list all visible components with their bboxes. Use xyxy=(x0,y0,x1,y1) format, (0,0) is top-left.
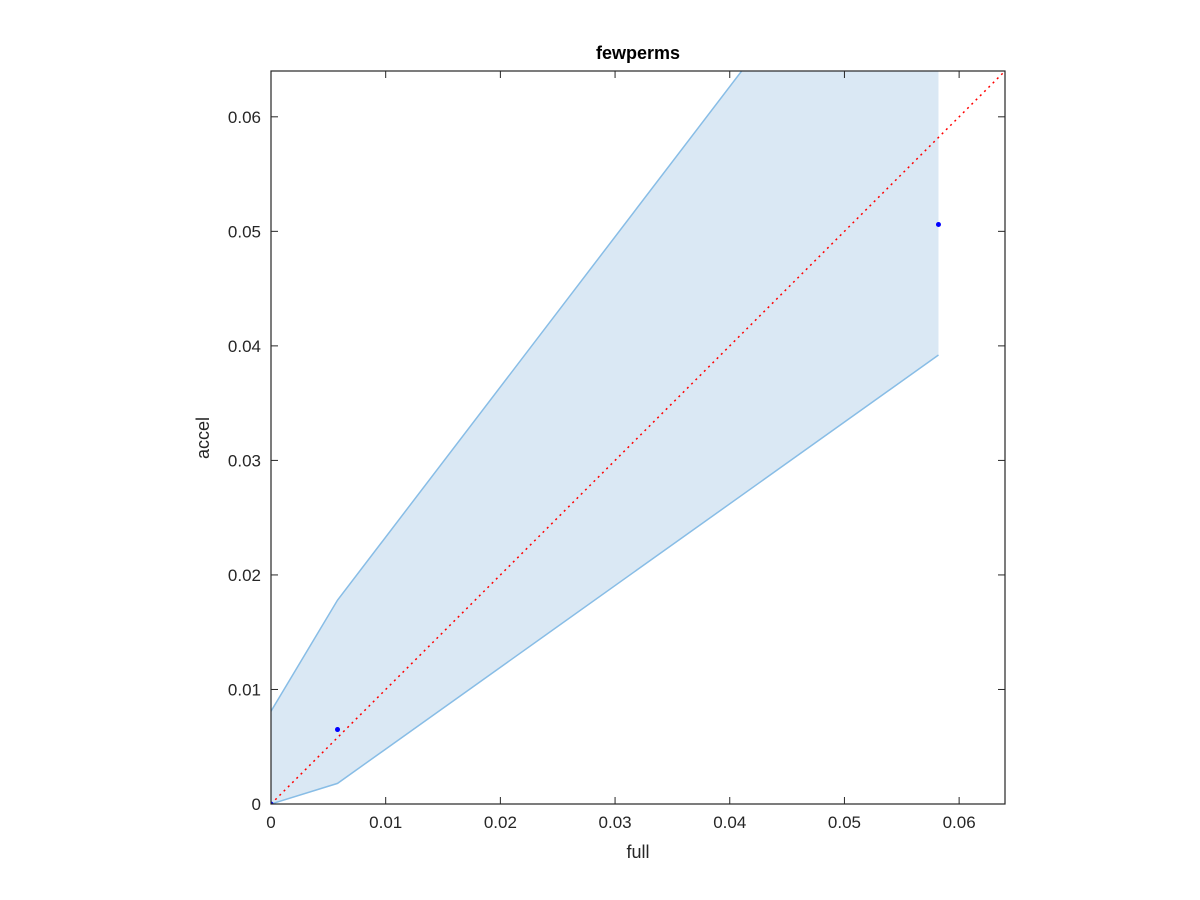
y-tick-label: 0.02 xyxy=(228,566,261,585)
data-point xyxy=(935,221,941,227)
x-tick-label: 0.02 xyxy=(484,813,517,832)
x-tick-label: 0 xyxy=(266,813,275,832)
chart-title: fewperms xyxy=(596,43,680,63)
y-tick-label: 0 xyxy=(252,795,261,814)
confidence-band-fill xyxy=(271,71,939,804)
y-tick-label: 0.04 xyxy=(228,337,261,356)
confidence-band-upper-edge xyxy=(271,71,743,712)
x-tick-label: 0.06 xyxy=(943,813,976,832)
y-axis-label: accel xyxy=(193,417,213,459)
data-point xyxy=(271,801,274,804)
axes-layer: 0 0.01 0.02 0.03 0.04 0.05 0.06 0 0.01 0.02 0.03 0.… xyxy=(228,70,1006,832)
y-tick-label: 0.05 xyxy=(228,222,261,241)
reference-line-y-equals-x xyxy=(271,71,1005,804)
x-tick-label: 0.01 xyxy=(369,813,402,832)
data-layer xyxy=(271,71,1005,804)
y-tick-label: 0.06 xyxy=(228,108,261,127)
y-tick-label: 0.01 xyxy=(228,680,261,699)
x-tick-label: 0.04 xyxy=(713,813,746,832)
x-axis-label: full xyxy=(626,842,649,862)
x-tick-label: 0.05 xyxy=(828,813,861,832)
x-tick-label: 0.03 xyxy=(599,813,632,832)
confidence-band-lower-edge xyxy=(271,354,939,804)
data-point xyxy=(335,727,341,733)
y-tick-label: 0.03 xyxy=(228,451,261,470)
axes-box xyxy=(270,70,1006,805)
